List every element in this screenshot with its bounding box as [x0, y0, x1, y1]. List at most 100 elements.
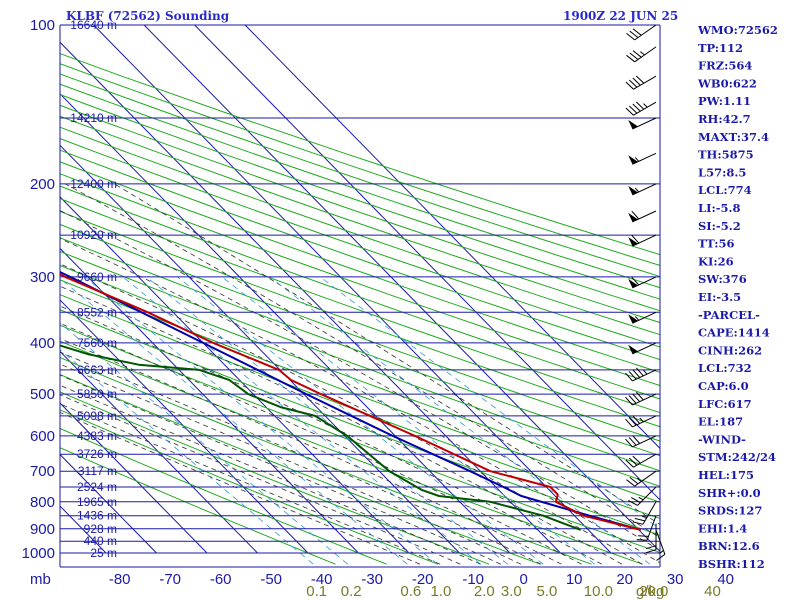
- height-label: 1436 m: [77, 509, 117, 523]
- isotherm-line: [60, 144, 460, 554]
- index-item: STM:242/24: [698, 450, 776, 464]
- dry-adiabat: [60, 94, 660, 300]
- wind-barb: [628, 311, 657, 324]
- wind-barb: [628, 117, 657, 130]
- index-item: SRDS:127: [698, 504, 762, 518]
- dry-adiabat: [60, 309, 660, 536]
- index-item: BRN:12.6: [698, 539, 760, 553]
- pressure-tick-label: 1000: [22, 545, 55, 562]
- pressure-tick-label: 900: [30, 521, 55, 538]
- sounding-profiles: [60, 270, 642, 531]
- isotherm-lines: [60, 25, 660, 554]
- mixing-ratio-line: [60, 277, 408, 565]
- mixing-ratio-line: [221, 276, 595, 565]
- index-item: SHR+:0.0: [698, 486, 761, 500]
- moist-adiabat: [60, 384, 481, 565]
- moist-adiabat-lines: [60, 183, 660, 565]
- parcel-trace-line: [60, 270, 642, 531]
- index-item: RH:42.7: [698, 112, 751, 126]
- index-item: LCL:732: [698, 361, 752, 375]
- mixing-ratio-tick-label: 2.0: [474, 583, 495, 600]
- dry-adiabat: [60, 340, 643, 565]
- height-label: 6663 m: [77, 363, 117, 377]
- height-label: 928 m: [84, 522, 117, 536]
- pressure-unit-label: mb: [30, 571, 51, 588]
- dry-adiabat: [60, 294, 660, 520]
- moist-adiabat: [60, 403, 441, 565]
- height-label: 5850 m: [77, 387, 117, 401]
- pressure-tick-label: 600: [30, 428, 55, 445]
- moist-adiabat: [60, 374, 501, 565]
- height-label: 5098 m: [77, 409, 117, 423]
- wind-barb: [628, 183, 657, 196]
- dry-adiabat: [60, 264, 660, 487]
- header: KLBF (72562) Sounding 1900Z 22 JUN 25: [66, 9, 678, 23]
- mixing-ratio-line: [177, 276, 544, 565]
- index-item: CINH:262: [698, 343, 762, 357]
- temperature-tick-label: -20: [412, 571, 434, 588]
- moist-adiabat: [60, 412, 421, 565]
- height-label: 9660 m: [77, 270, 117, 284]
- isotherm-line: [60, 247, 359, 554]
- dry-adiabat: [60, 53, 660, 256]
- mixing-ratio-line: [60, 349, 314, 565]
- temperature-tick-label: 20: [616, 571, 633, 588]
- mixing-ratio-tick-label: 20.0: [639, 583, 668, 600]
- dry-adiabat: [60, 73, 660, 277]
- index-item: EI:-3.5: [698, 290, 741, 304]
- dry-adiabat: [60, 104, 660, 312]
- dry-adiabat: [60, 447, 336, 565]
- mixing-ratio-tick-label: 0.1: [306, 583, 327, 600]
- mixing-ratio-tick-label: 40: [704, 583, 721, 600]
- wind-barb: [655, 529, 666, 561]
- mixing-ratio-axis: 0.1 0.2 0.6 1.0 2.0 3.0 5.0 10.0 20.0 40: [306, 583, 721, 600]
- mixing-ratio-tick-label: 3.0: [501, 583, 522, 600]
- mixing-ratio-tick-label: 10.0: [584, 583, 613, 600]
- isotherm-line: [60, 350, 258, 554]
- index-item: -WIND-: [698, 432, 746, 446]
- wind-barb: [626, 470, 657, 487]
- wind-barb: [632, 501, 657, 525]
- wind-barb: [626, 46, 657, 63]
- index-item: WMO:72562: [697, 23, 778, 37]
- dry-adiabat: [60, 357, 592, 565]
- temperature-tick-label: 0: [520, 571, 528, 588]
- dry-adiabat: [60, 427, 387, 565]
- isotherm-line: [60, 196, 410, 554]
- pressure-tick-label: 100: [30, 17, 55, 34]
- chart-time: 1900Z 22 JUN 25: [563, 9, 678, 23]
- height-label: 8552 m: [77, 305, 117, 319]
- chart-title: KLBF (72562) Sounding: [66, 9, 230, 23]
- index-item: FRZ:564: [698, 59, 752, 73]
- pressure-tick-label: 400: [30, 335, 55, 352]
- pressure-tick-label: 300: [30, 269, 55, 286]
- wind-barb: [625, 367, 657, 382]
- temperature-axis: -80 -70 -60 -50 -40 -30 -20 -10 0 10 20 30 40: [109, 571, 734, 588]
- mixing-ratio-line: [269, 276, 651, 565]
- wind-barb: [628, 486, 657, 506]
- temperature-tick-label: -40: [311, 571, 333, 588]
- temperature-tick-label: -10: [462, 571, 484, 588]
- mixing-ratio-line: [84, 276, 438, 565]
- isotherm-line: [244, 25, 660, 450]
- moist-adiabat: [60, 210, 660, 551]
- temperature-tick-label: 10: [566, 571, 583, 588]
- wind-barb: [626, 24, 657, 41]
- wind-barbs: [625, 24, 666, 561]
- temperature-tick-label: 30: [667, 571, 684, 588]
- moist-adiabat: [60, 394, 461, 565]
- index-item: TT:56: [698, 237, 735, 251]
- dry-adiabat: [60, 279, 660, 503]
- moist-adiabat: [60, 338, 562, 565]
- temperature-tick-label: -80: [109, 571, 131, 588]
- isotherm-line: [194, 25, 660, 501]
- pressure-tick-label: 800: [30, 494, 55, 511]
- index-item: LI:-5.8: [698, 201, 741, 215]
- index-item: WB0:622: [697, 76, 757, 90]
- dry-adiabat: [60, 409, 439, 565]
- height-label: 3726 m: [77, 447, 117, 461]
- mixing-ratio-line: [122, 276, 482, 565]
- height-label: 7560 m: [77, 336, 117, 350]
- mixing-ratio-unit-label: g/kg: [636, 583, 664, 600]
